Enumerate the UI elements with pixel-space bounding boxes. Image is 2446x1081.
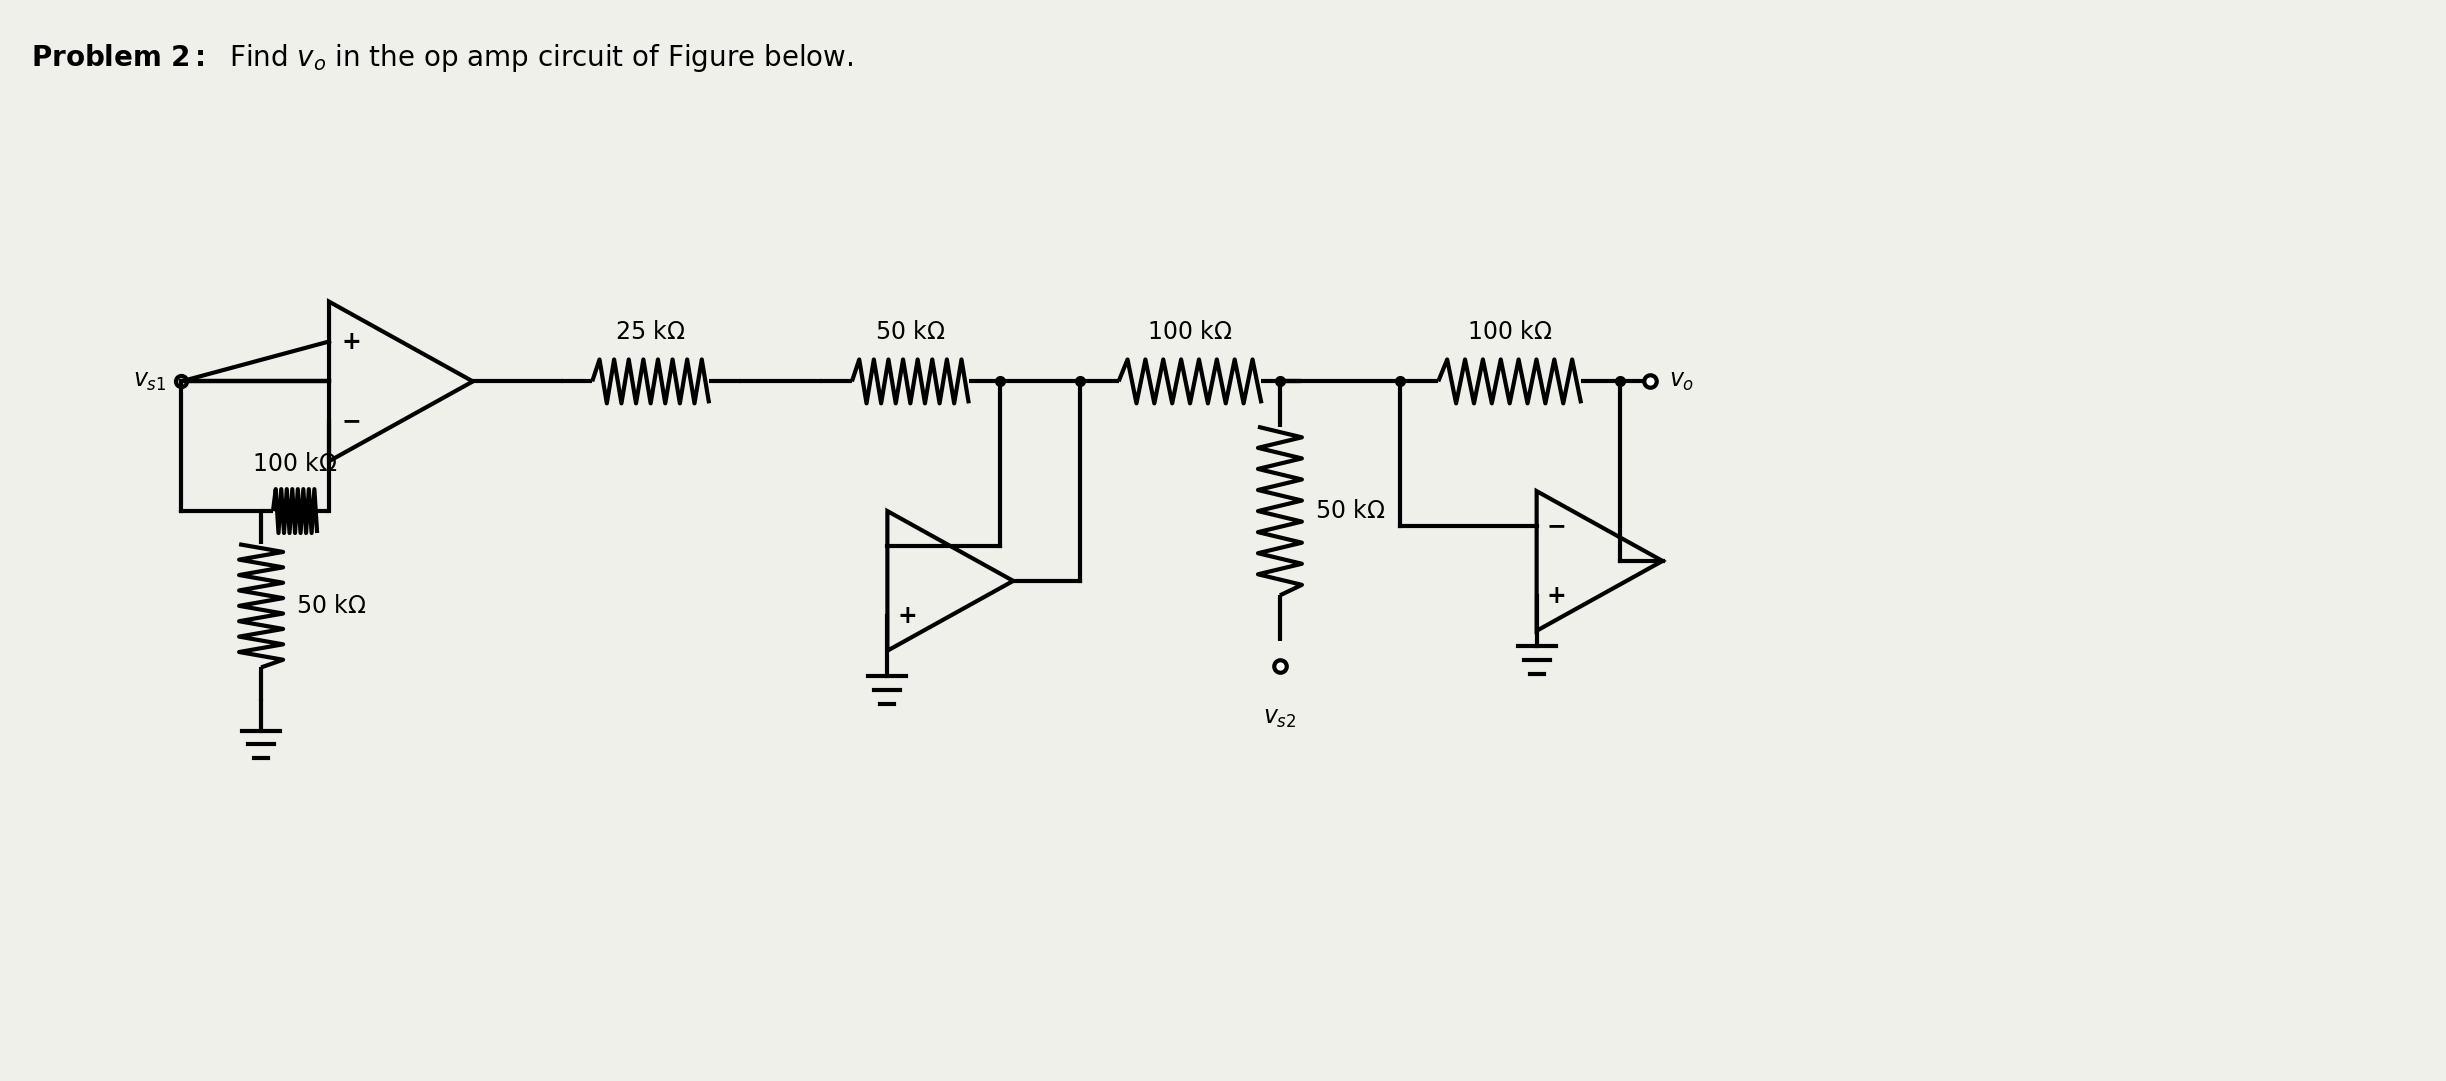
Text: $v_o$: $v_o$	[1671, 370, 1695, 393]
Text: 50 k$\Omega$: 50 k$\Omega$	[296, 593, 367, 618]
Text: −: −	[898, 534, 917, 558]
Text: −: −	[340, 410, 362, 433]
Text: $v_{s2}$: $v_{s2}$	[1262, 706, 1296, 730]
Text: 25 k$\Omega$: 25 k$\Omega$	[616, 320, 685, 344]
Text: $v_{s1}$: $v_{s1}$	[132, 370, 166, 393]
Text: 50 k$\Omega$: 50 k$\Omega$	[876, 320, 947, 344]
Text: 100 k$\Omega$: 100 k$\Omega$	[1147, 320, 1233, 344]
Text: 100 k$\Omega$: 100 k$\Omega$	[1468, 320, 1553, 344]
Text: 100 k$\Omega$: 100 k$\Omega$	[252, 452, 338, 476]
Text: −: −	[1546, 515, 1565, 538]
Text: +: +	[1546, 584, 1565, 608]
Text: +: +	[340, 330, 362, 353]
Text: 50 k$\Omega$: 50 k$\Omega$	[1316, 499, 1384, 523]
Text: $\mathbf{Problem\ 2:}$  Find $v_o$ in the op amp circuit of Figure below.: $\mathbf{Problem\ 2:}$ Find $v_o$ in the…	[32, 42, 854, 75]
Text: +: +	[898, 604, 917, 628]
